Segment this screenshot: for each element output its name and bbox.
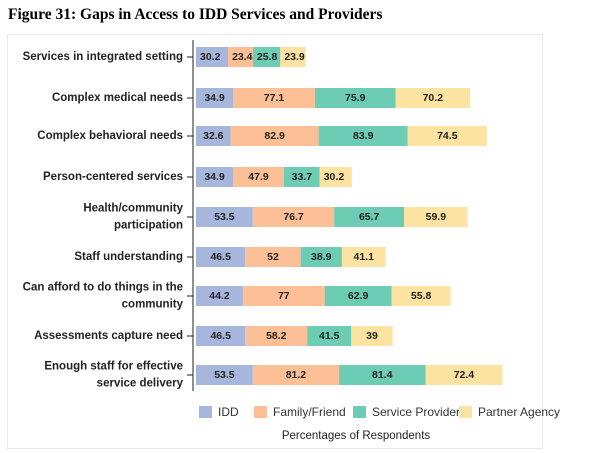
data-label: 59.9 [426,211,447,223]
data-label: 81.4 [372,369,393,381]
bar-segment [314,88,396,108]
bar-segment [196,326,246,346]
legend-label: Partner Agency [478,405,560,419]
bar-segment [404,207,468,227]
category-label: Can afford to do things in the [23,282,183,294]
data-label: 34.9 [204,92,225,104]
data-label: 81.2 [286,369,307,381]
x-axis-title: Percentages of Respondents [282,430,431,442]
data-label: 75.9 [345,92,366,104]
bar-segment [300,247,342,267]
bar-segment [283,167,320,187]
bar-segment [395,88,471,108]
bar-segment [307,326,352,346]
data-label: 34.9 [204,171,225,183]
bar-segment [280,47,306,67]
category-label: participation [114,220,183,232]
bar-segment [407,126,487,146]
data-label: 82.9 [264,130,285,142]
category-label: Staff understanding [74,251,183,263]
data-label: 30.2 [324,171,345,183]
bar-segment [245,326,308,346]
data-label: 41.5 [319,330,340,342]
bar-segment [351,326,393,346]
data-label: 72.4 [454,369,475,381]
legend-label: IDD [218,405,239,419]
data-label: 33.7 [292,171,313,183]
data-label: 70.2 [423,92,444,104]
category-label: service delivery [97,378,184,390]
bar-segment [196,47,229,67]
data-label: 62.9 [348,290,369,302]
legend-label: Service Provider [372,405,460,419]
bar-segment [252,365,340,385]
data-label: 23.9 [284,51,305,63]
data-label: 38.9 [311,251,332,263]
bar-segment [196,286,243,306]
bar-segment [245,247,301,267]
bar-segment [324,286,392,306]
bar-segment [252,207,335,227]
bar-segment [252,47,281,67]
bar-segment [242,286,325,306]
category-label: Services in integrated setting [23,51,183,63]
bar-segment [318,126,408,146]
data-label: 77 [278,290,290,302]
bar-segment [341,247,386,267]
data-label: 58.2 [266,330,287,342]
figure-title: Figure 31: Gaps in Access to IDD Service… [8,6,383,23]
bar-segment [196,167,234,187]
bar-segment [425,365,503,385]
data-label: 46.5 [210,330,231,342]
bar-segment [228,47,253,67]
data-label: 55.8 [411,290,432,302]
legend-swatch [199,406,212,418]
bar-segment [391,286,451,306]
bar-segment [196,247,246,267]
category-label: Health/community [83,203,183,215]
category-label: Assessments capture need [34,330,183,342]
bar-segment [233,88,315,108]
data-label: 53.5 [214,369,235,381]
bar-segment [196,207,253,227]
data-label: 74.5 [437,130,458,142]
legend-swatch [459,406,472,418]
bar-segment [339,365,426,385]
data-label: 41.1 [354,251,375,263]
data-label: 47.9 [248,171,269,183]
legend-swatch [254,406,267,418]
bar-segment [319,167,352,187]
category-label: Complex medical needs [52,92,183,104]
data-label: 53.5 [214,211,235,223]
data-label: 25.8 [257,51,278,63]
category-label: Enough staff for effective [44,361,183,373]
data-label: 32.6 [203,130,224,142]
data-label: 77.1 [264,92,285,104]
data-label: 52 [267,251,279,263]
legend-swatch [353,406,366,418]
bar-segment [196,88,234,108]
data-label: 83.9 [353,130,374,142]
legend-label: Family/Friend [273,405,346,419]
data-label: 39 [366,330,378,342]
category-label: community [122,299,184,311]
category-label: Person-centered services [43,171,183,183]
data-label: 76.7 [283,211,304,223]
data-label: 44.2 [209,290,230,302]
data-label: 23.4 [232,51,253,63]
data-label: 65.7 [359,211,380,223]
data-label: 30.2 [200,51,221,63]
data-label: 46.5 [210,251,231,263]
bar-segment [196,126,231,146]
bar-segment [196,365,253,385]
bar-segment [233,167,284,187]
bar-segment [334,207,405,227]
bar-segment [230,126,319,146]
category-label: Complex behavioral needs [37,130,183,142]
